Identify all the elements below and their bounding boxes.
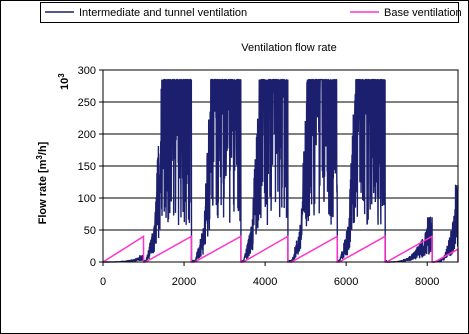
x-tick-label-8000: 8000 [415,276,439,288]
y-unit-label: 103 [57,73,71,90]
y-tick-label-250: 250 [78,97,96,109]
y-tick-label-0: 0 [90,257,96,269]
chart-title: Ventilation flow rate [241,42,336,54]
legend: Intermediate and tunnel ventilation Base… [40,2,462,23]
y-axis-label: Flow rate [m3/h] [35,141,49,224]
y-tick-label-100: 100 [78,193,96,205]
y-tick-label-50: 50 [84,225,96,237]
legend-label-base: Base ventilation [384,7,462,19]
x-tick-label-4000: 4000 [253,276,277,288]
y-tick-label-150: 150 [78,161,96,173]
x-tick-label-2000: 2000 [172,276,196,288]
y-tick-label-300: 300 [78,65,96,77]
y-tick-label-200: 200 [78,129,96,141]
x-tick-label-6000: 6000 [334,276,358,288]
x-tick-label-0: 0 [100,276,106,288]
axis-layer: 0 50 100 150 200 250 300 0 2000 4000 6000 8000 [78,65,459,288]
legend-label-intermediate: Intermediate and tunnel ventilation [79,7,247,19]
legend-box [40,2,459,23]
